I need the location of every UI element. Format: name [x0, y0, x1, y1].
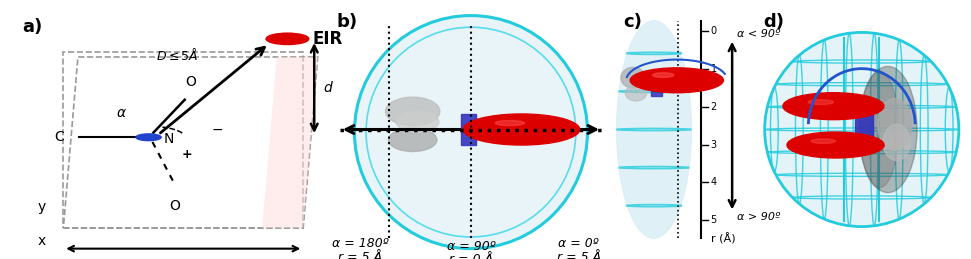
Text: a): a): [22, 18, 43, 36]
Ellipse shape: [621, 67, 646, 88]
Text: 4: 4: [711, 177, 717, 187]
Circle shape: [787, 132, 885, 158]
Ellipse shape: [625, 85, 647, 101]
Text: O: O: [169, 199, 181, 213]
Bar: [651, 75, 662, 96]
Text: EIR: EIR: [313, 30, 343, 48]
Text: r (Å): r (Å): [711, 233, 735, 244]
Ellipse shape: [385, 97, 440, 126]
Ellipse shape: [884, 124, 911, 161]
Bar: [63, 52, 303, 228]
Text: r = 5 Å: r = 5 Å: [338, 251, 383, 259]
Ellipse shape: [396, 111, 439, 132]
Text: α = 0º: α = 0º: [558, 237, 599, 250]
Ellipse shape: [764, 32, 959, 227]
Ellipse shape: [878, 98, 912, 150]
Ellipse shape: [354, 16, 587, 249]
Text: O: O: [185, 75, 196, 89]
Ellipse shape: [653, 73, 674, 77]
Circle shape: [463, 114, 580, 145]
Ellipse shape: [495, 120, 524, 126]
Ellipse shape: [858, 66, 917, 193]
Text: 0: 0: [711, 26, 717, 36]
Text: C: C: [53, 130, 64, 144]
Text: 3: 3: [711, 140, 717, 149]
Text: r = 5 Å: r = 5 Å: [556, 251, 601, 259]
Text: y: y: [37, 200, 46, 214]
Text: α < 90º: α < 90º: [737, 29, 781, 39]
Circle shape: [630, 68, 723, 93]
Text: α = 180º: α = 180º: [332, 237, 388, 250]
Text: N: N: [163, 132, 174, 146]
Text: c): c): [623, 13, 642, 31]
Ellipse shape: [808, 100, 833, 105]
Text: 1: 1: [711, 64, 717, 74]
Text: r: r: [181, 258, 186, 259]
Text: −: −: [212, 123, 223, 136]
Ellipse shape: [812, 139, 836, 143]
Text: 5: 5: [711, 215, 717, 225]
Circle shape: [136, 134, 161, 141]
Text: b): b): [337, 13, 358, 31]
Text: $D \leq 5$Å: $D \leq 5$Å: [155, 47, 198, 63]
Text: α: α: [117, 106, 126, 120]
Text: α > 90º: α > 90º: [737, 212, 781, 222]
Polygon shape: [262, 57, 318, 228]
Bar: [855, 113, 873, 146]
Text: 2: 2: [711, 102, 717, 112]
Ellipse shape: [617, 21, 691, 238]
Ellipse shape: [860, 71, 899, 188]
Text: α = 90º: α = 90º: [447, 240, 495, 253]
Text: d: d: [323, 81, 332, 95]
Circle shape: [783, 93, 884, 120]
Text: r = 0 Å: r = 0 Å: [449, 253, 493, 259]
Circle shape: [266, 33, 309, 45]
Bar: [461, 114, 476, 145]
Text: x: x: [37, 234, 46, 248]
Ellipse shape: [388, 128, 437, 152]
Text: d): d): [763, 13, 785, 31]
Text: +: +: [183, 148, 192, 161]
